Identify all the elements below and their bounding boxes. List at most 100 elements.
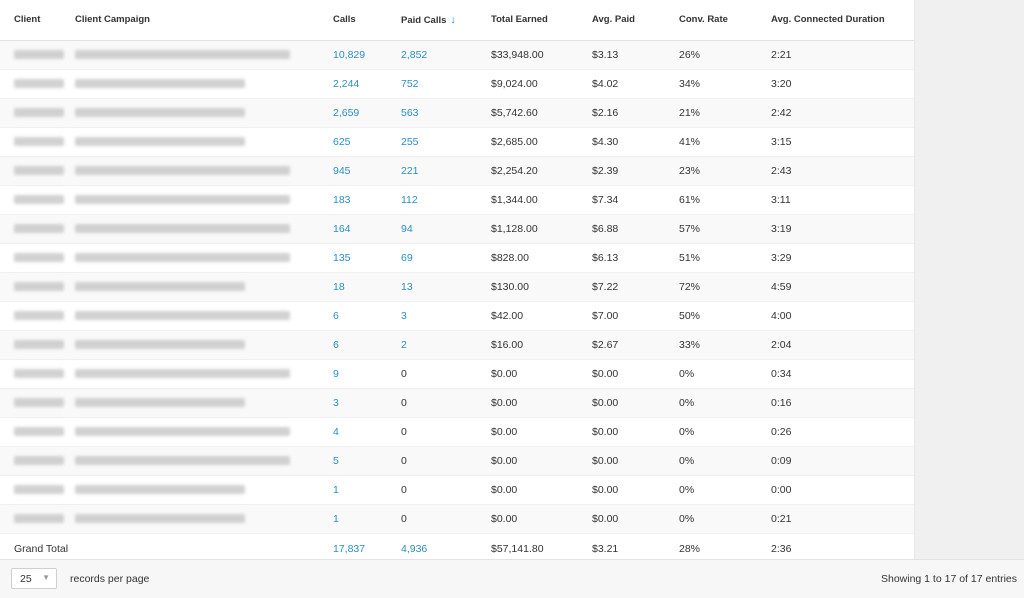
client-cell-redacted [14,398,64,408]
total-earned-cell-value: $828.00 [491,251,529,264]
avg-duration-cell: 3:11 [771,185,914,215]
client-cell-redacted [14,369,64,379]
total-earned-sum-cell: $57,141.80 [491,532,592,564]
client-cell [0,69,75,99]
avg-paid-cell: $0.00 [592,504,679,534]
client-cell-redacted [14,224,64,234]
total-earned-cell-value: $0.00 [491,425,518,438]
calls-cell-value[interactable]: 3 [333,396,339,409]
header-total-earned[interactable]: Total Earned [491,0,592,41]
paid-calls-cell-value[interactable]: 2 [401,338,407,351]
avg-duration-cell-value: 3:29 [771,251,792,264]
total-earned-cell: $0.00 [491,388,592,418]
paid-calls-cell-value[interactable]: 112 [401,193,418,206]
calls-cell: 1 [319,504,401,534]
header-client[interactable]: Client [0,0,75,41]
calls-cell-value[interactable]: 6 [333,309,339,322]
conv-rate-cell-value: 51% [679,251,701,264]
table-row: 3 0 $0.00 $0.00 0% 0:16 [0,388,914,418]
calls-cell-value[interactable]: 5 [333,454,339,467]
paid-calls-cell-value[interactable]: 752 [401,77,419,90]
total-paid-calls-cell-value[interactable]: 4,936 [401,542,428,555]
paid-calls-cell-value[interactable]: 563 [401,106,419,119]
table-footer: 25 ▼ records per page Showing 1 to 17 of… [0,559,1024,598]
client-cell-redacted [14,108,64,118]
client-cell [0,475,75,505]
report-table-container: Client Client Campaign Calls Paid Calls ↓… [0,0,915,564]
total-conv-rate-cell-value: 28% [679,542,701,555]
paid-calls-cell-value[interactable]: 13 [401,280,413,293]
calls-cell-value[interactable]: 18 [333,280,345,293]
calls-cell-value[interactable]: 9 [333,367,339,380]
campaign-cell-redacted [75,79,245,89]
table-row: 10,829 2,852 $33,948.00 $3.13 26% 2:21 [0,40,914,70]
calls-cell-value[interactable]: 2,244 [333,77,360,90]
campaign-cell-redacted [75,166,290,176]
avg-duration-cell-value: 3:11 [771,193,791,206]
total-earned-cell-value: $0.00 [491,396,518,409]
paid-calls-cell-value[interactable]: 255 [401,135,419,148]
calls-cell-value[interactable]: 183 [333,193,351,206]
calls-cell: 2,244 [319,69,401,99]
client-cell-redacted [14,166,64,176]
entries-info: Showing 1 to 17 of 17 entries [880,573,1017,585]
header-avg-paid[interactable]: Avg. Paid [592,0,679,41]
avg-duration-cell-value: 2:04 [771,338,792,351]
calls-cell-value[interactable]: 10,829 [333,48,366,61]
avg-paid-cell-value: $4.02 [592,77,619,90]
report-table: Client Client Campaign Calls Paid Calls ↓… [0,0,914,564]
paid-calls-cell-value[interactable]: 221 [401,164,419,177]
calls-cell-value[interactable]: 1 [333,483,339,496]
campaign-cell [75,127,319,157]
calls-cell: 945 [319,156,401,186]
paid-calls-cell-value[interactable]: 3 [401,309,407,322]
page-size-select[interactable]: 25 ▼ [11,568,57,589]
header-avg-connected-duration[interactable]: Avg. Connected Duration [771,0,914,41]
client-cell-redacted [14,282,64,292]
calls-cell-value[interactable]: 4 [333,425,339,438]
total-avg-duration-cell-value: 2:36 [771,542,792,555]
total-calls-cell-value[interactable]: 17,837 [333,542,366,555]
calls-cell-value[interactable]: 164 [333,222,351,235]
campaign-cell [75,446,319,476]
calls-cell-value[interactable]: 945 [333,164,351,177]
paid-calls-cell-value[interactable]: 69 [401,251,413,264]
paid-calls-cell-value[interactable]: 2,852 [401,48,428,61]
calls-cell-value[interactable]: 2,659 [333,106,360,119]
header-calls[interactable]: Calls [319,0,401,41]
conv-rate-cell: 34% [679,69,771,99]
caret-down-icon: ▼ [42,573,50,582]
campaign-cell [75,40,319,70]
conv-rate-cell-value: 57% [679,222,701,235]
calls-cell-value[interactable]: 625 [333,135,351,148]
conv-rate-cell: 0% [679,504,771,534]
header-conv-rate[interactable]: Conv. Rate [679,0,771,41]
calls-cell-value[interactable]: 6 [333,338,339,351]
avg-duration-cell-value: 0:34 [771,367,792,380]
records-per-page-label: records per page [70,573,150,585]
total-earned-cell-value: $1,128.00 [491,222,538,235]
total-earned-cell-value: $16.00 [491,338,524,351]
paid-calls-cell: 2 [401,330,491,360]
table-row: 135 69 $828.00 $6.13 51% 3:29 [0,243,914,273]
header-client-campaign[interactable]: Client Campaign [75,0,319,41]
table-header-row: Client Client Campaign Calls Paid Calls ↓… [0,0,914,41]
calls-cell-value[interactable]: 1 [333,512,339,525]
paid-calls-cell: 0 [401,475,491,505]
avg-paid-cell-value: $7.22 [592,280,619,293]
avg-paid-cell: $0.00 [592,446,679,476]
client-cell [0,127,75,157]
calls-cell-value[interactable]: 135 [333,251,351,264]
campaign-cell [75,417,319,447]
client-cell [0,301,75,331]
header-paid-calls[interactable]: Paid Calls ↓ [401,0,491,41]
avg-duration-cell-value: 4:59 [771,280,792,293]
conv-rate-cell: 72% [679,272,771,302]
calls-cell: 6 [319,330,401,360]
avg-paid-cell-value: $3.13 [592,48,619,61]
total-earned-cell: $2,685.00 [491,127,592,157]
paid-calls-cell-value[interactable]: 94 [401,222,413,235]
paid-calls-cell-value: 0 [401,367,407,380]
paid-calls-cell-value: 0 [401,512,407,525]
paid-calls-cell: 221 [401,156,491,186]
